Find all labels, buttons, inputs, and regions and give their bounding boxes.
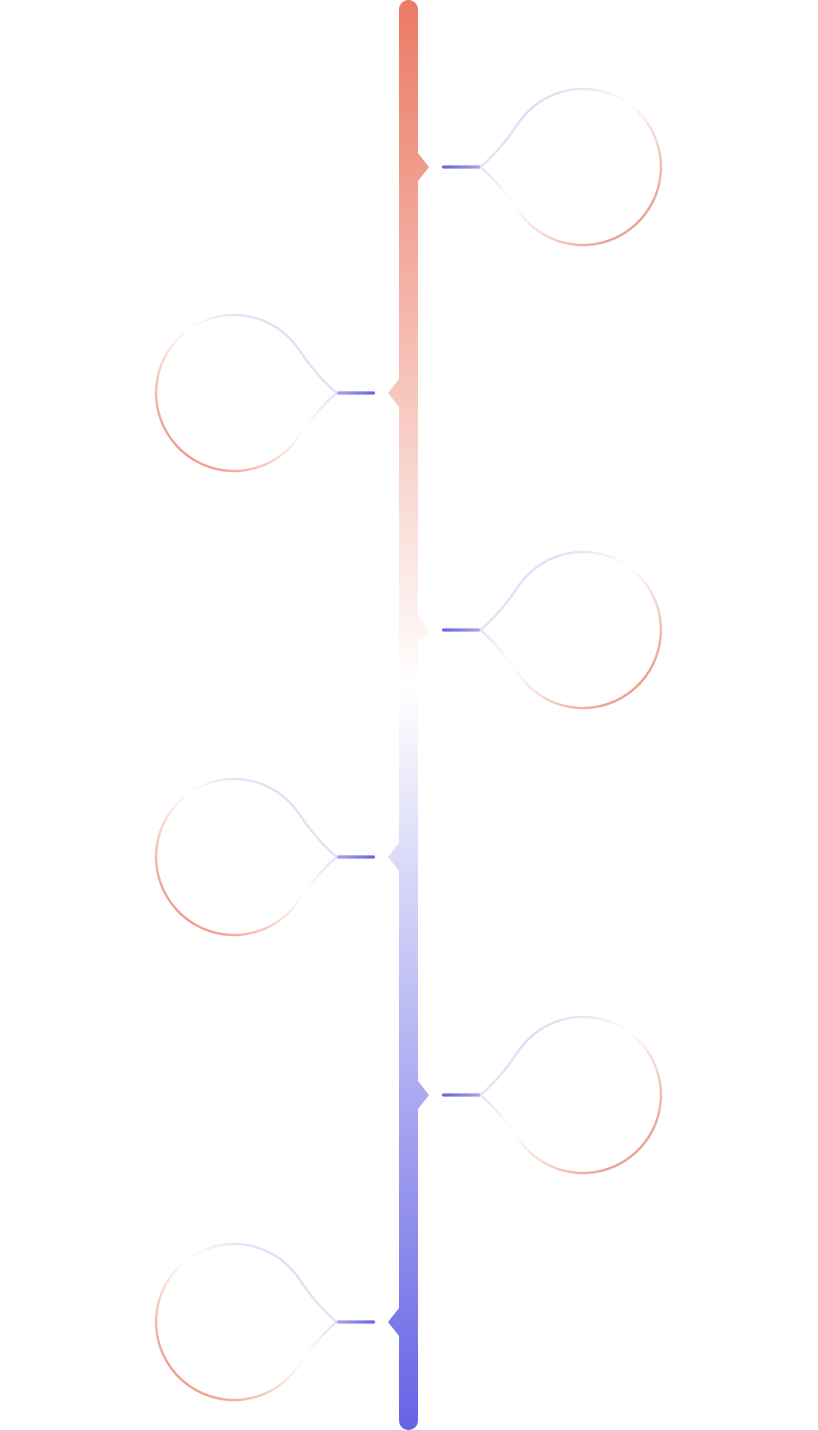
node-stem bbox=[336, 391, 375, 395]
axis-notch bbox=[388, 1308, 399, 1336]
timeline-node bbox=[154, 1242, 399, 1402]
timeline-node bbox=[154, 777, 399, 937]
timeline-nodes bbox=[154, 87, 663, 1402]
node-bubble bbox=[154, 313, 338, 473]
timeline-axis bbox=[399, 0, 418, 1430]
axis-notch bbox=[388, 843, 399, 871]
node-bubble bbox=[479, 550, 663, 710]
timeline-node bbox=[418, 87, 663, 247]
node-stem bbox=[442, 628, 481, 632]
axis-notch bbox=[388, 379, 399, 407]
node-bubble bbox=[479, 1015, 663, 1175]
timeline-node bbox=[418, 550, 663, 710]
node-stem bbox=[336, 855, 375, 859]
timeline-node bbox=[418, 1015, 663, 1175]
node-stem bbox=[442, 1093, 481, 1097]
axis-notch bbox=[418, 1081, 429, 1109]
node-bubble bbox=[154, 777, 338, 937]
axis-notch bbox=[418, 153, 429, 181]
node-bubble bbox=[154, 1242, 338, 1402]
timeline-node bbox=[154, 313, 399, 473]
node-stem bbox=[336, 1320, 375, 1324]
node-bubble bbox=[479, 87, 663, 247]
node-stem bbox=[442, 165, 481, 169]
axis-notch bbox=[418, 616, 429, 644]
